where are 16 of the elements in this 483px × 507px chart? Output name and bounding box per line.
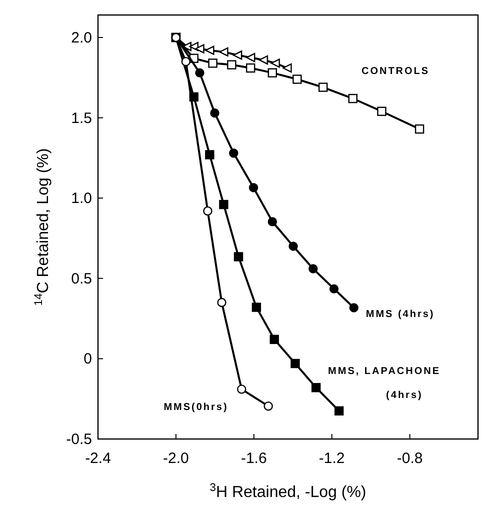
series-label: MMS(0hrs) xyxy=(164,402,228,414)
annotation: CONTROLS xyxy=(361,66,430,78)
y-tick-label: 0.5 xyxy=(71,270,92,288)
x-axis-title: $^{3}$H Retained, -Log (%) xyxy=(210,482,366,501)
y-tick-label: -0.5 xyxy=(66,431,92,448)
y-tick-label: 0 xyxy=(84,350,92,368)
y-tick-label: 1.0 xyxy=(71,190,92,208)
x-tick-label: -1.6 xyxy=(240,450,267,467)
x-tick-label: -2.0 xyxy=(163,450,189,467)
y-tick-label: 2.0 xyxy=(71,29,92,46)
y-tick-label: 1.5 xyxy=(71,110,92,127)
x-tick-label: -1.2 xyxy=(318,450,345,467)
text: MMS, LAPACHONE (4hrs) xyxy=(328,366,441,401)
x-tick-label: -2.4 xyxy=(85,450,111,467)
x-tick-label: -0.8 xyxy=(396,450,423,467)
series-label: MMS (4hrs) xyxy=(366,308,435,320)
